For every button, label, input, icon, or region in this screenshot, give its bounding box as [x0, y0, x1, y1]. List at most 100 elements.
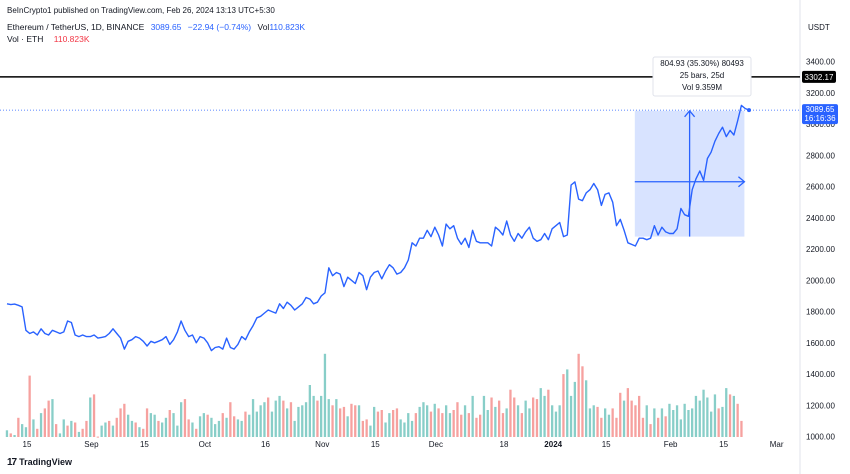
volume-bar	[145, 408, 149, 437]
volume-bar	[77, 431, 81, 437]
symbol-name: Ethereum / TetherUS, 1D, BINANCE	[7, 22, 145, 32]
volume-bar	[308, 385, 311, 437]
volume-bar	[516, 405, 520, 437]
volume-bar	[123, 403, 126, 437]
volume-bar	[486, 410, 489, 437]
time-tick-label: 2024	[544, 440, 562, 449]
volume-bar	[168, 410, 171, 437]
volume-bar	[619, 392, 622, 437]
measure-tool[interactable]	[634, 109, 746, 237]
volume-bar	[127, 414, 130, 437]
volume-bar	[217, 420, 221, 437]
volume-bar	[687, 410, 690, 437]
volume-bar	[21, 424, 24, 437]
volume-bar	[490, 397, 493, 437]
volume-bar	[316, 400, 319, 437]
volume-bar	[653, 408, 656, 437]
price-axis[interactable]: 1000.00 1200.00 1400.00 1600.00 1800.00 2000.…	[806, 58, 835, 442]
time-tick-label: Oct	[199, 440, 212, 449]
volume-bar	[452, 410, 455, 437]
volume-bar	[346, 416, 349, 437]
volume-bar	[539, 388, 542, 437]
volume-bar	[164, 417, 168, 437]
volume-bar	[47, 400, 50, 437]
volume-bar	[732, 395, 735, 437]
time-tick-label: 15	[140, 440, 149, 449]
volume-bar	[675, 405, 679, 437]
price-tick-label: 2600.00	[806, 183, 835, 192]
volume-bar	[566, 369, 569, 437]
volume-bar	[414, 413, 417, 437]
resistance-price-label: 3302.17	[802, 70, 836, 83]
volume-bar	[554, 411, 558, 437]
measure-info-box: 804.93 (35.30%) 80493 25 bars, 25d Vol 9…	[652, 56, 752, 97]
time-axis[interactable]: 15 Sep 15 Oct 16 Nov 15 Dec 18 2024 15 Feb 15 Mar	[23, 440, 784, 449]
volume-bar	[9, 433, 12, 437]
volume-bar	[369, 425, 372, 437]
tradingview-brand[interactable]: 17 TradingView	[7, 457, 72, 468]
volume-bar	[399, 419, 402, 437]
volume-bar	[5, 430, 9, 437]
price-tick-label: 3400.00	[806, 58, 835, 67]
volume-bar	[221, 413, 224, 437]
volume-bar	[573, 381, 576, 437]
volume-bar	[289, 402, 293, 437]
volume-bar	[236, 419, 240, 437]
volume-bar	[698, 400, 701, 437]
volume-bar	[248, 414, 251, 437]
volume-bar	[395, 408, 399, 437]
volume-bar	[263, 402, 266, 437]
last-price-value: 3089.65	[150, 22, 182, 32]
volume-bar	[513, 397, 516, 437]
volume-bar	[717, 408, 720, 437]
time-tick-label: 15	[23, 440, 32, 449]
volume-bar	[543, 395, 546, 437]
volume-bar	[657, 417, 660, 437]
publisher-caption: BeInCrypto1 published on TradingView.com…	[7, 6, 275, 15]
volume-bar	[600, 417, 603, 437]
volume-bar	[645, 405, 648, 437]
volume-legend: Vol · ETH 110.823K	[7, 34, 90, 44]
volume-bar	[24, 427, 28, 437]
volume-bar	[683, 403, 686, 437]
volume-bar	[108, 420, 111, 437]
volume-bar	[244, 411, 247, 437]
volume-bar	[604, 408, 607, 437]
time-tick-label: 15	[719, 440, 728, 449]
volume-bar	[611, 408, 614, 437]
volume-bar	[187, 419, 190, 437]
vol-label: Vol	[257, 22, 270, 32]
currency-label[interactable]: USDT	[808, 23, 830, 32]
volume-bar	[81, 428, 84, 437]
time-tick-label: Feb	[664, 440, 678, 449]
volume-bar	[501, 413, 505, 437]
volume-bar	[638, 395, 641, 437]
resistance-label-text: 3302.17	[805, 73, 834, 82]
volume-bar	[278, 395, 281, 437]
volume-bar	[463, 405, 467, 437]
measure-bars-text: 25 bars, 25d	[680, 71, 724, 80]
volume-bar	[626, 388, 629, 437]
volume-bar	[407, 413, 410, 437]
volume-bar	[388, 413, 391, 437]
price-tick-label: 1800.00	[806, 308, 835, 317]
volume-bar	[297, 406, 300, 437]
volume-bar	[532, 397, 535, 437]
volume-bar	[251, 399, 255, 437]
price-tick-label: 1400.00	[806, 370, 835, 379]
price-tick-label: 2400.00	[806, 214, 835, 223]
volume-bar	[104, 422, 107, 437]
volume-bar	[96, 436, 99, 438]
volume-bar	[206, 414, 209, 437]
volume-bar	[149, 413, 152, 437]
volume-bar	[115, 417, 118, 437]
volume-bar	[691, 408, 694, 437]
volume-bar	[229, 402, 232, 437]
volume-bar	[62, 419, 65, 437]
volume-bar	[725, 388, 728, 437]
volume-bar	[740, 420, 743, 437]
volume-bar	[361, 420, 364, 437]
last-price-label-background	[802, 104, 838, 125]
last-price-dot	[747, 108, 751, 113]
